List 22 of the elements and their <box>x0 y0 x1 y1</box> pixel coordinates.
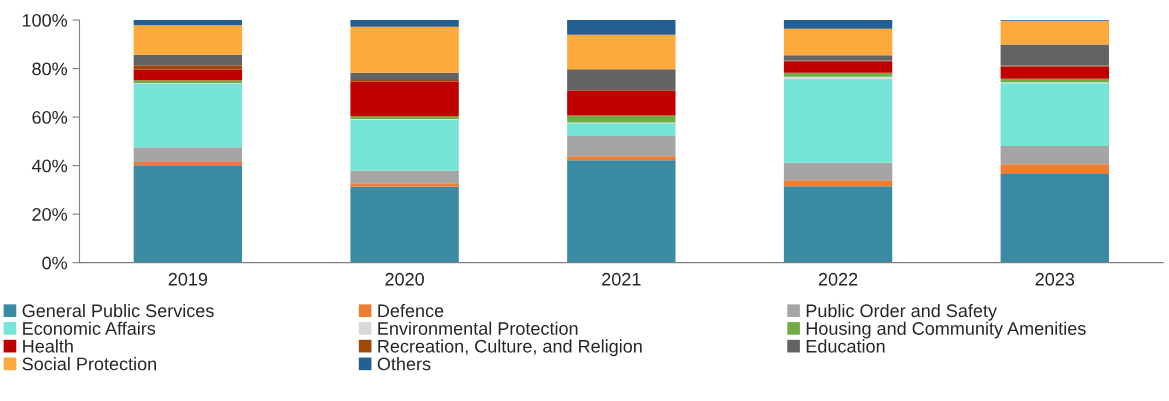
x-tick-label: 2021 <box>602 272 641 286</box>
y-tick-label: 80% <box>32 62 68 76</box>
y-tick-label: 40% <box>31 159 68 173</box>
legend-label: Public Order and Safety <box>806 303 997 321</box>
legend-label: Health <box>23 339 73 353</box>
legend-label: Education <box>806 339 885 353</box>
x-tick-label: 2019 <box>168 272 208 286</box>
x-tick-label: 2020 <box>385 272 424 286</box>
legend-label: General Public Services <box>22 303 214 318</box>
y-tick-label: 60% <box>32 111 68 124</box>
legend-label: Housing and Community Amenities <box>806 321 1086 339</box>
legend-label: Others <box>377 357 431 371</box>
x-tick-label: 2023 <box>1035 272 1075 286</box>
legend-label: Recreation, Culture, and Religion <box>378 339 642 357</box>
legend-label: Environmental Protection <box>378 321 578 335</box>
y-tick-label: 20% <box>32 208 68 221</box>
x-tick-label: 2022 <box>818 272 858 286</box>
y-tick-label: 0% <box>42 256 68 270</box>
legend-label: Social Protection <box>22 357 157 371</box>
y-tick-label: 100% <box>22 13 68 27</box>
legend-label: Defence <box>378 303 444 318</box>
legend-label: Economic Affairs <box>23 321 156 335</box>
